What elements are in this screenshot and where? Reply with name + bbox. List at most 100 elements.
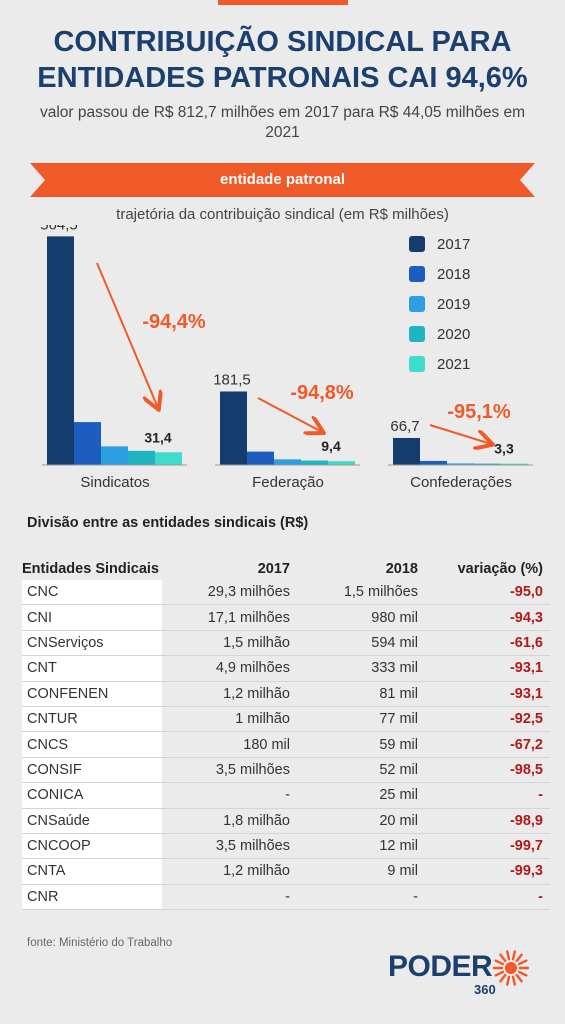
cell-y1: 29,3 milhões — [207, 584, 290, 601]
change-arrow — [96, 262, 158, 408]
table-row: CONSIF 3,5 milhões 52 mil -98,5 — [22, 757, 550, 784]
header-variation: variação (%) — [457, 561, 543, 577]
first-value-label: 66,7 — [390, 418, 419, 435]
bar-confederações-2017 — [393, 437, 420, 465]
table-row: CONICA - 25 mil - — [22, 783, 550, 809]
cell-y2: 9 mil — [387, 863, 418, 880]
cell-var: -99,3 — [509, 863, 543, 880]
change-label: -94,4% — [142, 311, 206, 333]
banner-label: entidade patronal — [219, 171, 346, 188]
sun-ray — [511, 950, 516, 961]
page-subtitle: valor passou de R$ 812,7 milhões em 2017… — [39, 104, 526, 141]
poder360-logo: PODER 360 — [388, 950, 538, 1000]
bar-sindicatos-2021 — [155, 452, 182, 465]
change-arrow — [429, 424, 491, 444]
cell-y1: 17,1 milhões — [207, 609, 290, 626]
table-row: CNCS 180 mil 59 mil -67,2 — [22, 732, 550, 758]
sun-ray — [499, 973, 507, 983]
category-label: Sindicatos — [80, 474, 149, 491]
sun-ray — [506, 950, 511, 961]
table-row: CNTUR 1 milhão 77 mil -92,5 — [22, 706, 550, 733]
table-row: CNT 4,9 milhões 333 mil -93,1 — [22, 656, 550, 682]
cell-name: CNServiços — [22, 630, 162, 656]
legend-label: 2020 — [437, 326, 470, 343]
table-header: Entidades Sindicais 2017 2018 variação (… — [22, 558, 550, 580]
cell-var: -98,9 — [509, 812, 543, 829]
cell-name: CNI — [22, 605, 162, 630]
cell-y1: 1,2 milhão — [223, 863, 290, 880]
bar-sindicatos-2017 — [47, 236, 74, 465]
table-row: CNServiços 1,5 milhão 594 mil -61,6 — [22, 630, 550, 657]
sun-ray — [511, 975, 516, 986]
cell-name: CNR — [22, 884, 162, 910]
legend-swatch-2020 — [409, 326, 425, 342]
cell-var: -61,6 — [509, 634, 543, 651]
cell-y2: 333 mil — [371, 660, 418, 677]
bar-federação-2018 — [247, 451, 274, 465]
cell-y1: - — [285, 787, 290, 804]
header-name: Entidades Sindicais — [22, 561, 159, 577]
cell-y2: 594 mil — [371, 634, 418, 651]
source-note: fonte: Ministério do Trabalho — [27, 937, 173, 949]
sun-icon — [492, 950, 530, 986]
cell-y2: 980 mil — [371, 609, 418, 626]
legend-label: 2017 — [437, 236, 470, 253]
cell-name: CNTUR — [22, 706, 162, 732]
header-2017: 2017 — [257, 561, 290, 577]
sun-ray — [515, 953, 523, 963]
bar-sindicatos-2019 — [101, 446, 128, 465]
cell-name: CNCOOP — [22, 833, 162, 859]
cell-var: -93,1 — [509, 685, 543, 702]
cell-y2: 77 mil — [379, 711, 418, 728]
last-value-label: 3,3 — [494, 441, 514, 457]
cell-y1: 1,5 milhão — [223, 634, 290, 651]
table-row: CNI 17,1 milhões 980 mil -94,3 — [22, 605, 550, 631]
cell-y2: 59 mil — [379, 736, 418, 753]
bar-sindicatos-2018 — [74, 422, 101, 465]
cell-y1: 3,5 milhões — [215, 761, 290, 778]
sun-ray — [517, 959, 528, 966]
bar-confederações-2019 — [447, 463, 474, 465]
cell-y2: 52 mil — [379, 761, 418, 778]
change-arrow — [257, 397, 322, 432]
cell-y2: 12 mil — [379, 838, 418, 855]
last-value-label: 9,4 — [321, 438, 341, 454]
cell-name: CNCS — [22, 732, 162, 757]
cell-y1: 180 mil — [243, 736, 290, 753]
cell-name: CNSaúde — [22, 808, 162, 833]
cell-y2: 25 mil — [379, 787, 418, 804]
cell-var: -92,5 — [509, 711, 543, 728]
sun-ray — [499, 953, 507, 963]
section-banner: entidade patronal — [30, 163, 535, 197]
logo-360: 360 — [474, 982, 496, 997]
sun-ray — [494, 959, 505, 966]
cell-y2: 20 mil — [379, 812, 418, 829]
table-title: Divisão entre as entidades sindicais (R$… — [27, 515, 309, 531]
bar-federação-2021 — [328, 461, 355, 465]
bar-chart: Sindicatos 564,5 31,4 Federação 181,5 9,4 Conf… — [40, 225, 533, 491]
bar-confederações-2020 — [474, 463, 501, 465]
cell-y1: - — [285, 888, 290, 905]
cell-name: CNC — [22, 580, 162, 605]
first-value-label: 181,5 — [213, 371, 251, 388]
cell-var: -95,0 — [509, 584, 543, 601]
legend-swatch-2017 — [409, 236, 425, 252]
cell-name: CONFENEN — [22, 681, 162, 706]
cell-y2: - — [413, 888, 418, 905]
cell-y1: 3,5 milhões — [215, 838, 290, 855]
title-line-2: ENTIDADES PATRONAIS CAI 94,6% — [37, 62, 528, 94]
cell-name: CNT — [22, 656, 162, 681]
page-title: CONTRIBUIÇÃO SINDICAL PARA ENTIDADES PAT… — [0, 24, 565, 96]
top-accent-bar — [218, 0, 348, 5]
change-label: -94,8% — [290, 382, 354, 404]
legend-swatch-2021 — [409, 356, 425, 372]
bar-confederações-2021 — [501, 463, 528, 465]
title-line-1: CONTRIBUIÇÃO SINDICAL PARA — [53, 26, 512, 58]
sun-ray — [506, 975, 511, 986]
logo-text: PODER — [388, 950, 493, 983]
category-label: Confederações — [410, 474, 512, 491]
cell-var: -67,2 — [509, 736, 543, 753]
cell-name: CONICA — [22, 783, 162, 808]
table-row: CNR - - - — [22, 884, 550, 911]
category-label: Federação — [252, 474, 324, 491]
